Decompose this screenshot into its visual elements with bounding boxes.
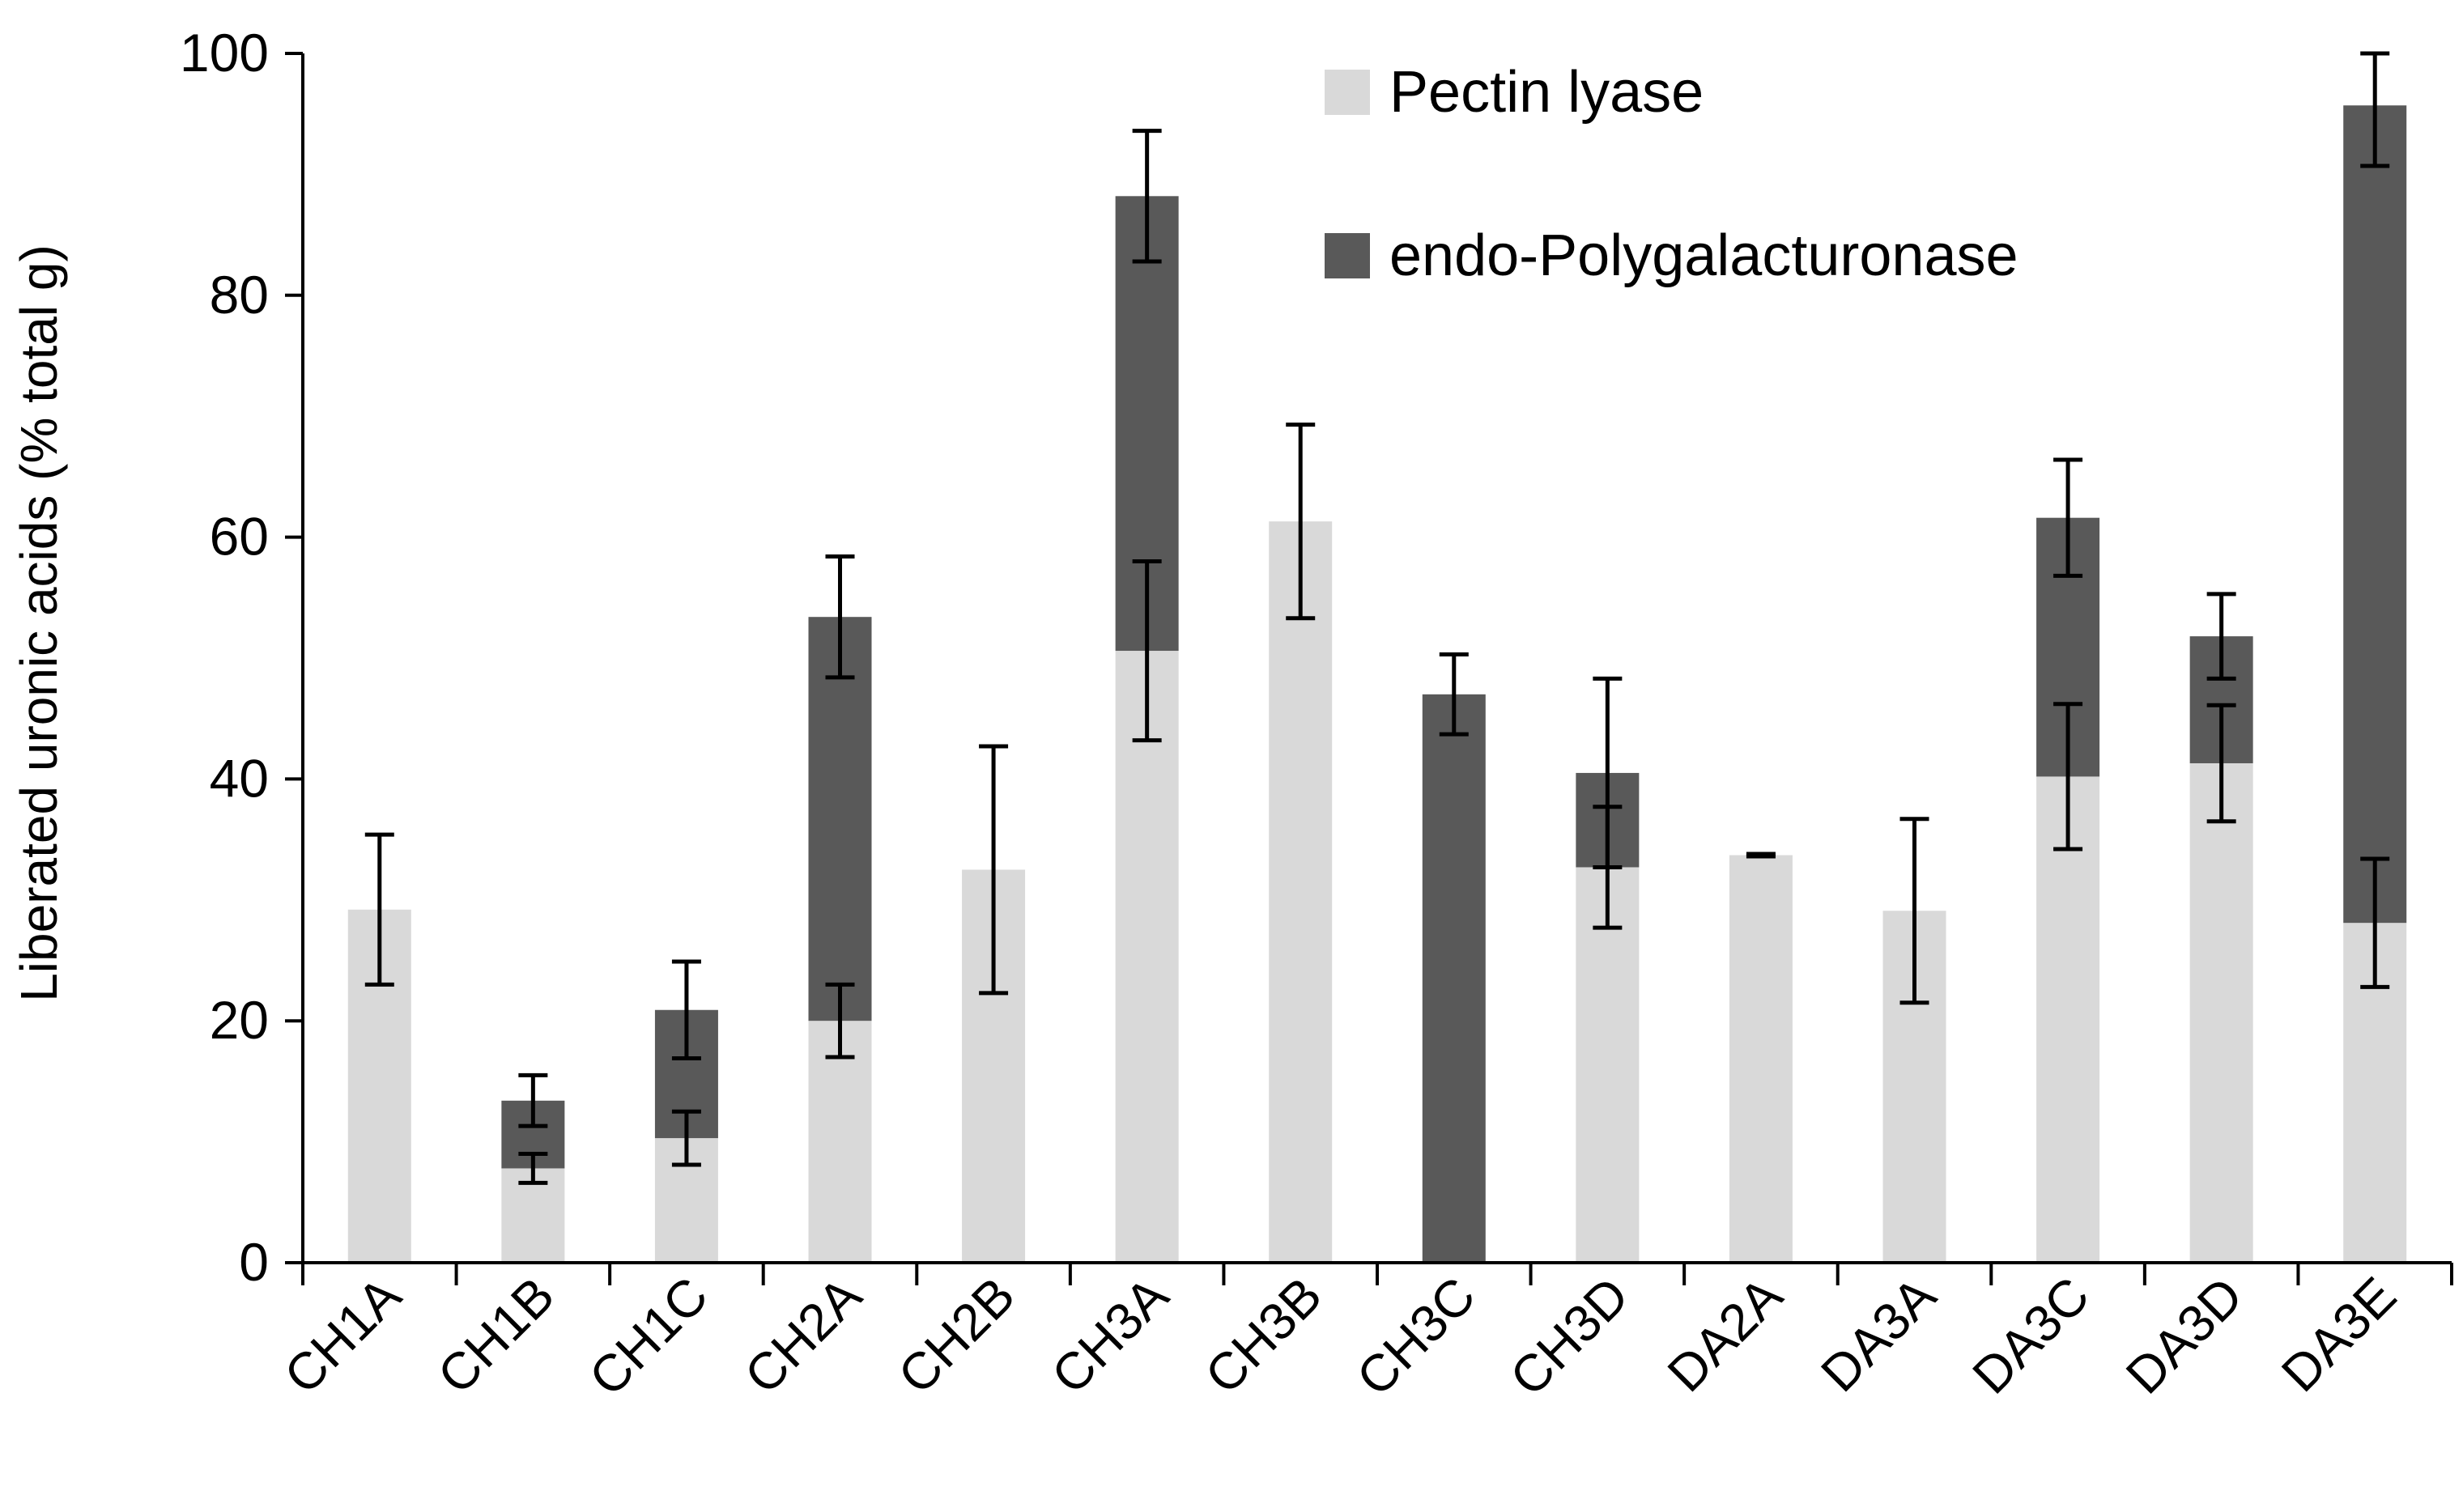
y-tick-label: 40 (210, 748, 269, 808)
x-tick-label-DA3C: DA3C (1961, 1266, 2100, 1405)
error-bar-pectin-lyase-CH2A (825, 982, 855, 1060)
error-bar-pectin-lyase-DA3E (2360, 856, 2390, 989)
legend-label-endo-polygalacturonase: endo-Polygalacturonase (1389, 223, 2018, 288)
y-tick-label: 60 (210, 507, 269, 567)
x-tick-label-CH3D: CH3D (1499, 1266, 1640, 1407)
bar-pectin-lyase-DA2A (1729, 855, 1793, 1263)
error-bar-pectin-lyase-CH1A (364, 832, 394, 987)
x-tick-label-DA2A: DA2A (1657, 1266, 1793, 1403)
error-bar-pectin-lyase-CH3A (1132, 559, 1162, 743)
error-bar-endo-polygalacturonase-CH3A (1132, 129, 1162, 264)
error-bar-pectin-lyase-CH1C (671, 1109, 701, 1167)
bar-pectin-lyase-DA3D (2189, 762, 2253, 1263)
y-tick-label: 80 (210, 265, 269, 325)
x-tick-label-CH1C: CH1C (578, 1266, 719, 1407)
bar-pectin-lyase-CH3B (1269, 521, 1333, 1263)
x-tick-label-DA3D: DA3D (2115, 1266, 2254, 1405)
error-bar-endo-polygalacturonase-CH1B (518, 1072, 548, 1128)
error-bar-pectin-lyase-CH3B (1286, 423, 1316, 621)
legend-swatch-endo-polygalacturonase (1325, 233, 1370, 278)
x-tick-label-CH1A: CH1A (273, 1266, 412, 1405)
bar-pectin-lyase-DA3C (2036, 776, 2100, 1263)
bar-pectin-lyase-CH3D (1576, 867, 1640, 1263)
error-bar-pectin-lyase-DA2A (1746, 852, 1776, 859)
bar-endo-polygalacturonase-CH2A (808, 617, 872, 1021)
x-tick-label-CH2A: CH2A (734, 1266, 873, 1405)
error-bar-pectin-lyase-DA3A (1899, 817, 1929, 1005)
error-bar-pectin-lyase-DA3C (2053, 702, 2083, 852)
x-tick-label-DA3E: DA3E (2270, 1266, 2407, 1403)
x-tick-label-CH3C: CH3C (1346, 1266, 1487, 1407)
y-tick-label: 20 (210, 990, 269, 1050)
y-axis-label: Liberated uronic acids (% total g) (10, 244, 68, 1002)
error-bar-endo-polygalacturonase-DA3C (2053, 457, 2083, 578)
x-tick-label-CH3B: CH3B (1193, 1266, 1333, 1405)
error-bar-endo-polygalacturonase-CH2A (825, 554, 855, 680)
bar-endo-polygalacturonase-CH3C (1422, 694, 1486, 1263)
error-bar-pectin-lyase-CH1B (518, 1152, 548, 1185)
legend: Pectin lyase endo-Polygalacturonase (1325, 60, 2018, 288)
error-bar-endo-polygalacturonase-CH3D (1593, 676, 1623, 869)
bar-endo-polygalacturonase-DA3E (2343, 105, 2407, 924)
bar-pectin-lyase-CH3A (1115, 651, 1179, 1263)
x-tick-label-CH1B: CH1B (427, 1266, 566, 1405)
legend-label-pectin-lyase: Pectin lyase (1389, 60, 1704, 125)
bar-pectin-lyase-CH2A (808, 1021, 872, 1263)
y-tick-label: 0 (239, 1232, 269, 1292)
error-bar-endo-polygalacturonase-CH1C (671, 959, 701, 1061)
x-tick-label-CH3A: CH3A (1040, 1266, 1180, 1405)
x-tick-label-CH2B: CH2B (887, 1266, 1026, 1405)
legend-swatch-pectin-lyase (1325, 70, 1370, 115)
error-bar-pectin-lyase-DA3D (2206, 703, 2236, 824)
error-bar-endo-polygalacturonase-DA3E (2360, 51, 2390, 168)
y-tick-label: 100 (180, 23, 269, 83)
error-bar-endo-polygalacturonase-CH3C (1439, 652, 1469, 737)
error-bar-endo-polygalacturonase-DA3D (2206, 592, 2236, 681)
error-bar-pectin-lyase-CH2B (979, 744, 1009, 996)
x-tick-label-DA3A: DA3A (1810, 1266, 1946, 1403)
